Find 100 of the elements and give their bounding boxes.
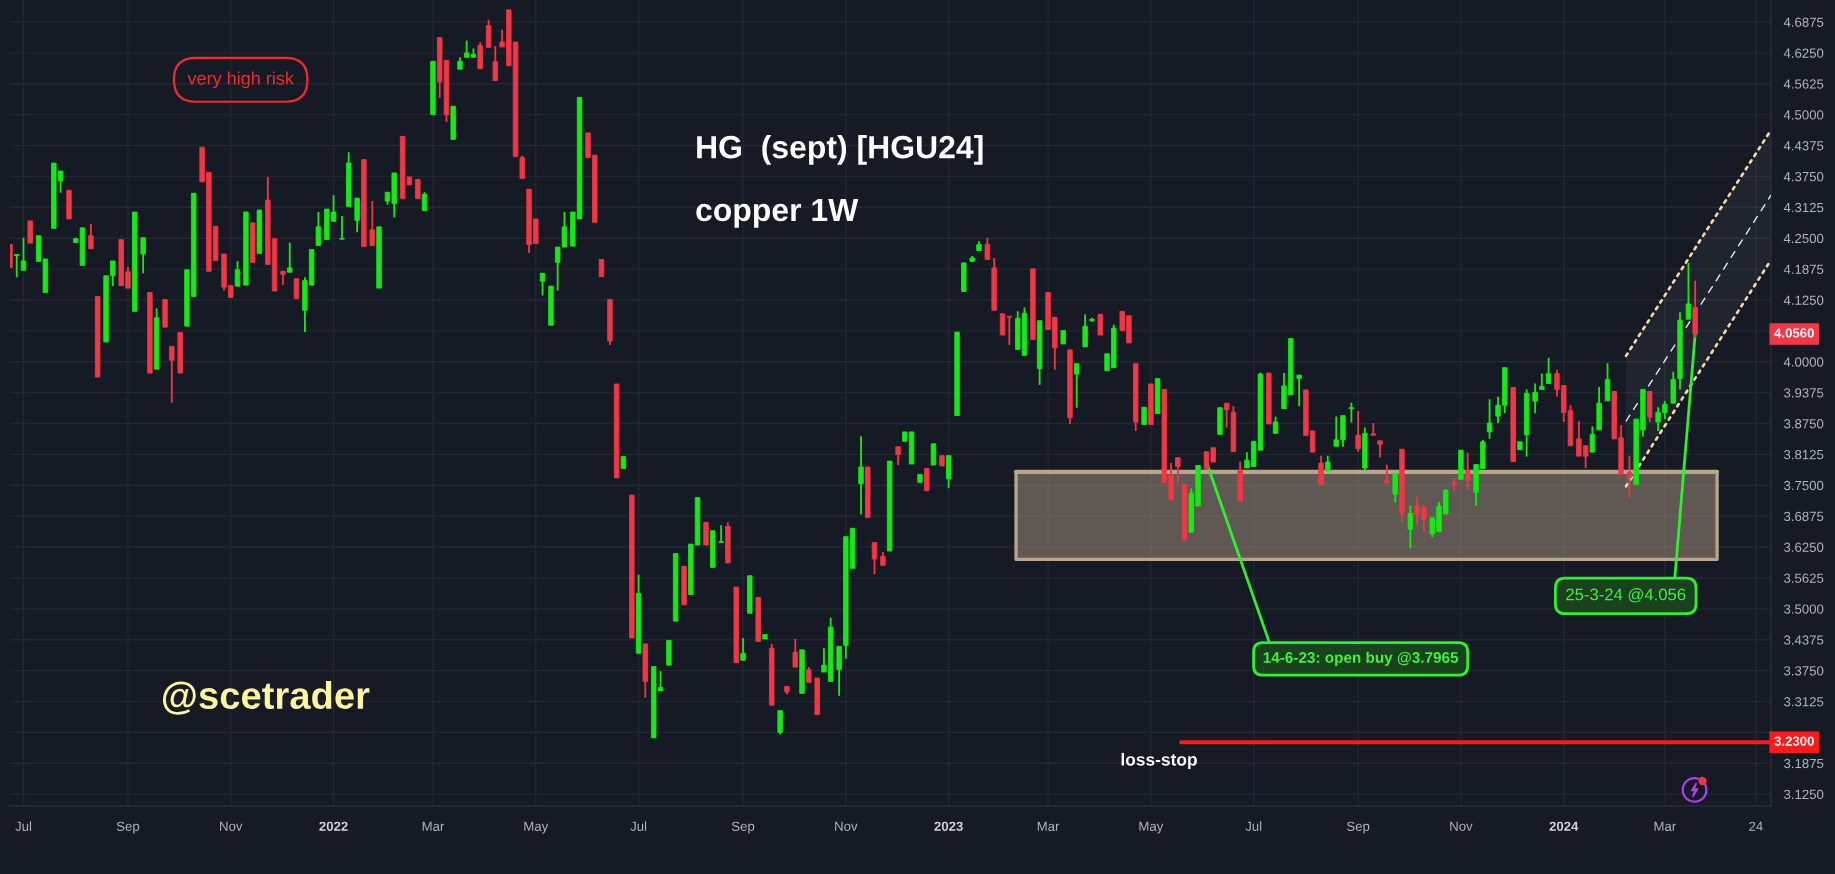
candlestick (1532, 382, 1538, 415)
series-label: loss-stop (1121, 752, 1197, 770)
candlestick (777, 709, 783, 736)
y-tick-label: 4.6250 (1783, 48, 1824, 58)
y-tick-label: 3.3125 (1784, 697, 1824, 707)
annotation: @scetrader (162, 681, 370, 715)
text: copper 1W (696, 199, 859, 228)
candlestick (1082, 313, 1088, 348)
y-tick-label: 3.6250 (1784, 542, 1824, 552)
y-tick-label: 3.1250 (1784, 789, 1824, 800)
y-tick-label: 3.9375 (1784, 388, 1824, 398)
candlestick (895, 445, 901, 466)
candlestick (1670, 370, 1676, 405)
x-tick-label: Sep (731, 821, 755, 834)
y-tick-label: 3.6875 (1784, 511, 1824, 522)
candlestick (1097, 313, 1104, 336)
candlestick (792, 638, 798, 669)
x-tick-label: Mar (1654, 821, 1676, 831)
candlestick (14, 253, 20, 279)
candlestick (924, 467, 930, 492)
candlestick (27, 219, 33, 245)
y-tick-label: 4.2500 (1783, 233, 1824, 244)
candlestick (1318, 454, 1324, 486)
candlestick (169, 345, 175, 404)
y-tick-label: 4.3750 (1783, 171, 1824, 182)
candlestick (477, 41, 483, 70)
x-tick-label: Sep (116, 821, 140, 834)
candlestick (1407, 504, 1414, 550)
annotation: 25-3-24 @4.056 (1566, 588, 1686, 603)
y-tick-label: 3.8750 (1784, 419, 1824, 429)
text: HG (sept) [HGU24] (697, 135, 983, 165)
y-tick-label: 4.1875 (1783, 264, 1824, 274)
candlestick (1604, 362, 1611, 402)
candlestick (1223, 402, 1230, 429)
candlestick (315, 211, 322, 247)
x-tick-label: 2024 (1549, 821, 1579, 831)
y-tick-label: 3.8125 (1784, 449, 1824, 460)
candlestick (871, 541, 878, 576)
candlestick (1545, 356, 1552, 385)
candlestick (858, 435, 864, 516)
candlestick (836, 645, 842, 697)
candlestick (718, 524, 724, 544)
y-tick-label: 4.0000 (1783, 357, 1824, 367)
x-tick-label: Nov (220, 821, 243, 831)
y-tick-label: 3.3750 (1784, 666, 1824, 676)
candlestick (703, 521, 709, 546)
y-tick-label: 4.6875 (1783, 17, 1824, 27)
y-tick-label: 4.3125 (1783, 202, 1824, 213)
candlestick (234, 260, 241, 288)
candlestick (421, 191, 428, 212)
x-tick-label: Jul (1245, 821, 1262, 831)
y-tick-label: 4.5000 (1783, 110, 1824, 120)
candlestick (1589, 425, 1596, 454)
x-tick-label: Mar (422, 821, 445, 831)
candlestick (519, 154, 525, 180)
x-tick-label: Nov (835, 821, 858, 831)
y-tick-label: 3.7500 (1784, 480, 1824, 491)
x-tick-label: May (524, 821, 549, 834)
candlestick (539, 272, 546, 297)
text: 4.0560 (1774, 328, 1814, 338)
candlestick (1392, 472, 1398, 504)
y-tick-label: 4.5625 (1783, 79, 1824, 89)
candlestick (492, 45, 499, 82)
x-tick-label: Mar (1037, 821, 1060, 831)
x-tick-label: May (1139, 821, 1164, 834)
candlestick (293, 277, 300, 300)
annotation: 14-6-23: open buy @3.7965 (1263, 651, 1459, 666)
annotation: very high risk (187, 71, 294, 89)
y-tick-label: 3.1875 (1784, 758, 1824, 769)
candlestick (20, 236, 27, 272)
candlestick (339, 215, 345, 241)
candlestick (1384, 463, 1390, 486)
candlestick (369, 200, 376, 247)
candlestick (485, 18, 492, 49)
candlestick (1355, 410, 1361, 453)
candlestick (1175, 456, 1181, 485)
data-label: 3.2300 (1774, 736, 1814, 746)
x-tick-label: Nov (1450, 821, 1473, 831)
y-tick-label: 3.4375 (1784, 635, 1824, 645)
candlestick (140, 236, 146, 275)
x-tick-label: Sep (1347, 821, 1370, 834)
candlestick (1626, 455, 1633, 499)
candlestick (287, 241, 293, 274)
x-tick-label: Jul (15, 821, 32, 831)
y-tick-label: 3.5000 (1784, 604, 1824, 614)
x-tick-label: 24 (1749, 821, 1763, 831)
x-tick-label: Jul (630, 821, 647, 831)
x-tick-label: 2023 (934, 821, 963, 831)
y-tick-label: 3.5625 (1784, 573, 1824, 583)
candlestick (740, 637, 746, 662)
candlestick (1464, 451, 1471, 492)
candlestick (1296, 374, 1302, 408)
candlestick (945, 454, 952, 490)
candlestick (1348, 401, 1355, 424)
candlestick (1370, 422, 1377, 437)
candlestick (1685, 261, 1692, 321)
candlestick (984, 236, 991, 261)
candlestick (930, 442, 937, 466)
candlestick (354, 197, 360, 234)
candlestick (88, 222, 94, 250)
